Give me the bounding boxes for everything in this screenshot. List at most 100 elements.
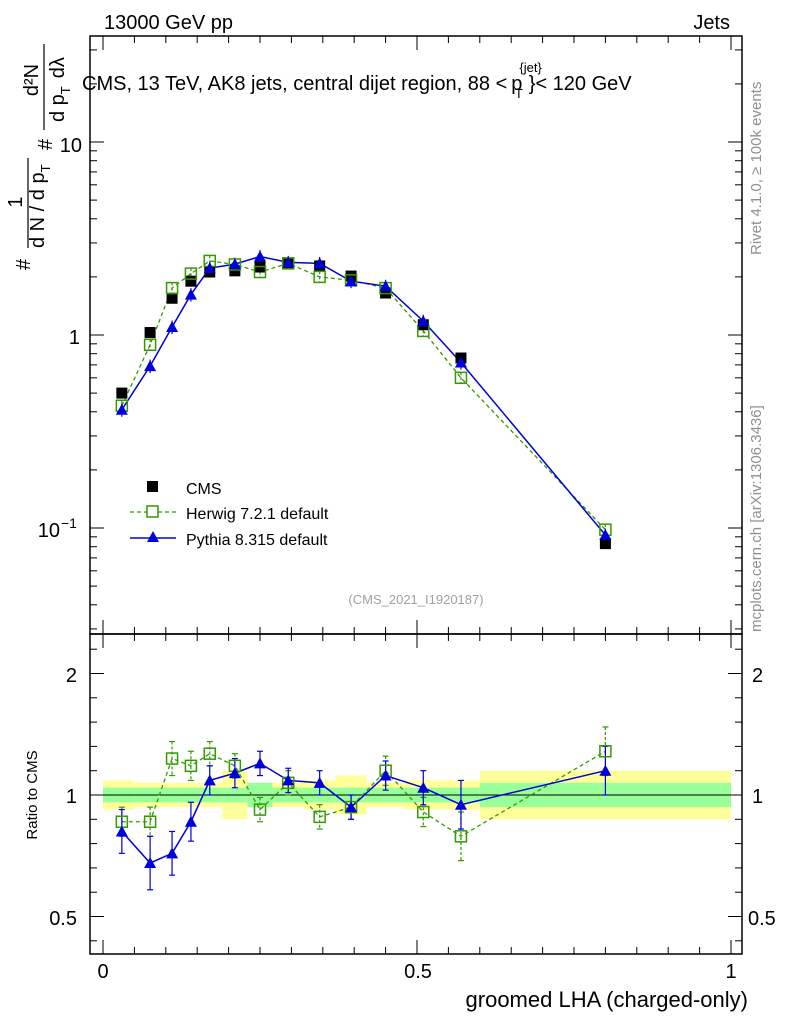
herwig-ratio-line bbox=[121, 750, 606, 838]
pythia-ratio-point bbox=[417, 781, 430, 793]
ylabel-dn: d N / d pT bbox=[27, 164, 53, 248]
pythia-point bbox=[313, 257, 326, 269]
chart-title-sub: T bbox=[515, 86, 523, 101]
pythia-point bbox=[282, 256, 295, 268]
ratio-y-tick-label-1: 1 bbox=[66, 786, 77, 808]
x-axis-label: groomed LHA (charged-only) bbox=[466, 987, 748, 1012]
y-tick-label-0.1-base: 10 bbox=[38, 520, 60, 542]
legend: CMS Herwig 7.2.1 default Pythia 8.315 de… bbox=[130, 481, 329, 549]
pythia-ratio-line bbox=[121, 762, 606, 864]
pythia-ratio-point bbox=[254, 757, 266, 769]
header-jets-label: Jets bbox=[693, 12, 730, 34]
ylabel-dn-sub: T bbox=[38, 164, 53, 172]
pythia-line bbox=[121, 255, 606, 536]
pythia-ratio-point bbox=[379, 769, 392, 781]
ratio-y-tick-label-0.5: 0.5 bbox=[49, 908, 77, 930]
legend-marker-herwig bbox=[146, 505, 159, 518]
herwig-ratio-point bbox=[253, 803, 267, 816]
herwig-point bbox=[313, 270, 326, 284]
ylabel-dpt-sub: T bbox=[58, 86, 73, 94]
cms-point bbox=[144, 327, 156, 339]
legend-label-pythia: Pythia 8.315 default bbox=[186, 532, 328, 549]
herwig-point bbox=[454, 371, 468, 385]
legend-label-cms: CMS bbox=[186, 481, 222, 498]
pythia-ratio-point bbox=[282, 774, 295, 786]
ratio-y-tick-label-2: 2 bbox=[66, 665, 77, 687]
herwig-ratio-point bbox=[165, 752, 179, 765]
pythia-point bbox=[254, 250, 266, 262]
ratio-y-tick-label-0.5-right: 0.5 bbox=[748, 908, 776, 930]
main-panel: 10 1 10 −1 CMS, 13 TeV, AK8 jets, centra… bbox=[5, 35, 743, 635]
pythia-ratio-point bbox=[144, 857, 157, 869]
pythia-point bbox=[228, 258, 241, 270]
pythia-ratio-point bbox=[345, 801, 358, 813]
cms-point bbox=[599, 538, 611, 550]
herwig-ratio-point bbox=[203, 747, 217, 760]
y-tick-label-10: 10 bbox=[60, 135, 82, 157]
legend-marker-cms bbox=[147, 481, 158, 492]
y-tick-label-0.1-exponent: −1 bbox=[61, 515, 77, 531]
cms-point bbox=[185, 275, 197, 287]
herwig-ratio-point bbox=[417, 805, 430, 819]
ylabel-hash-1: # bbox=[13, 258, 35, 270]
ratio-panel: 2 1 0.5 2 1 0.5 Ratio to CMS 0 0.5 1 gro… bbox=[24, 633, 776, 1012]
pythia-ratio-point bbox=[228, 767, 241, 779]
herwig-point bbox=[165, 281, 179, 295]
herwig-ratio-point bbox=[599, 745, 612, 758]
ylabel-dpt: d pTdλ bbox=[47, 57, 73, 122]
chart-title-suffix: }< 120 GeV bbox=[529, 73, 633, 95]
ratio-y-tick-label-1-right: 1 bbox=[752, 786, 763, 808]
pythia-point bbox=[345, 275, 358, 287]
mcplots-label: mcplots.cern.ch [arXiv:1306.3436] bbox=[748, 405, 765, 632]
pythia-point bbox=[184, 288, 197, 300]
pythia-point bbox=[203, 262, 216, 274]
herwig-ratio-point bbox=[184, 759, 198, 773]
pythia-ratio-point bbox=[166, 847, 179, 859]
chart-title-prefix: CMS, 13 TeV, AK8 jets, central dijet reg… bbox=[82, 73, 507, 95]
pythia-point bbox=[144, 360, 157, 372]
herwig-point bbox=[184, 267, 198, 280]
chart-title: CMS, 13 TeV, AK8 jets, central dijet reg… bbox=[82, 60, 632, 101]
herwig-ratio-point bbox=[143, 815, 157, 828]
pythia-point bbox=[379, 280, 392, 292]
herwig-ratio-point bbox=[313, 810, 326, 824]
y-tick-label-1: 1 bbox=[69, 327, 80, 349]
rivet-version-label: Rivet 4.1.0, ≥ 100k events bbox=[748, 82, 765, 255]
chart-title-sup: {jet} bbox=[519, 60, 542, 75]
pythia-point bbox=[115, 403, 128, 415]
cms-point bbox=[116, 387, 128, 399]
ylabel-one: 1 bbox=[5, 196, 27, 207]
pythia-ratio-point bbox=[599, 764, 612, 776]
cms-point bbox=[166, 292, 178, 304]
ylabel-dlambda: dλ bbox=[47, 57, 69, 78]
herwig-ratio-point bbox=[454, 830, 468, 843]
analysis-id-label: (CMS_2021_I1920187) bbox=[348, 592, 483, 607]
legend-label-herwig: Herwig 7.2.1 default bbox=[186, 506, 329, 523]
ratio-y-axis-label: Ratio to CMS bbox=[24, 750, 41, 839]
legend-marker-pythia bbox=[147, 531, 159, 542]
ratio-y-tick-label-2-right: 2 bbox=[752, 665, 763, 687]
pythia-point bbox=[417, 315, 430, 327]
y-axis-label-main: # 1 d N / d pT # d²N d pTdλ bbox=[5, 44, 73, 270]
pythia-point bbox=[599, 528, 612, 540]
pythia-point bbox=[454, 356, 467, 368]
herwig-point bbox=[253, 265, 267, 279]
pythia-ratio-point bbox=[313, 776, 326, 788]
ratio-frame bbox=[89, 633, 743, 955]
cms-point bbox=[229, 265, 241, 277]
ylabel-dn-text: d N / d p bbox=[27, 172, 49, 248]
pythia-ratio-point bbox=[203, 774, 216, 786]
x-tick-label-0.5: 0.5 bbox=[404, 961, 432, 983]
x-tick-label-0: 0 bbox=[97, 961, 108, 983]
herwig-point bbox=[143, 338, 157, 352]
herwig-line bbox=[121, 260, 606, 531]
header-energy-label: 13000 GeV pp bbox=[104, 12, 233, 34]
chart-title-p: p bbox=[511, 73, 522, 95]
pythia-ratio-point bbox=[184, 815, 197, 827]
pythia-point bbox=[166, 321, 179, 333]
ylabel-d2n: d²N bbox=[21, 64, 43, 96]
pythia-ratio-point bbox=[115, 825, 128, 837]
ylabel-hash-2: # bbox=[35, 138, 57, 150]
x-tick-label-1: 1 bbox=[725, 961, 736, 983]
